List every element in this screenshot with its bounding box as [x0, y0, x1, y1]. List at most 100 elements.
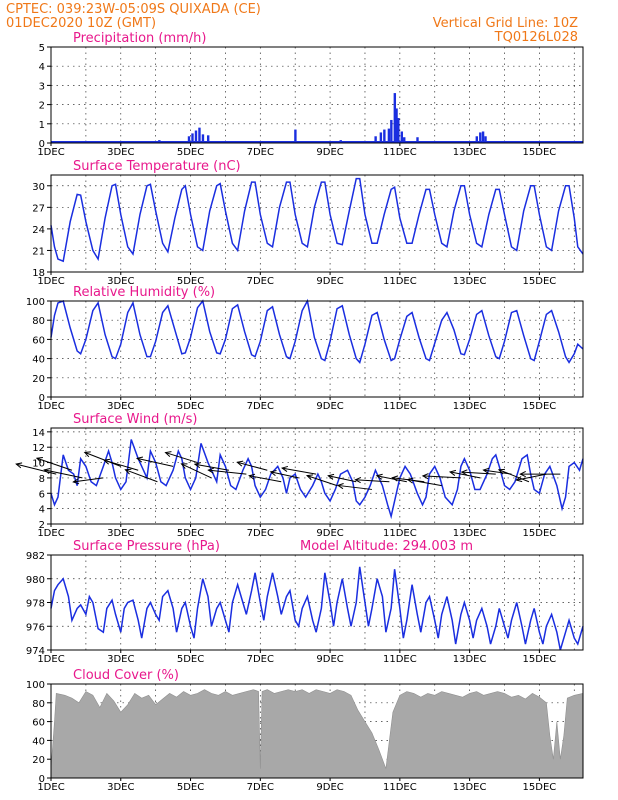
- panel-rh: 0 20 40 60 80 100 1DEC 3DEC 5DEC 7DEC 9DEC 11DEC 13D…: [26, 285, 584, 412]
- wind-arrow: [207, 467, 247, 475]
- x-tick-label: 1DEC: [37, 147, 64, 158]
- x-tick-label: 3DEC: [107, 147, 134, 158]
- wind-arrow: [180, 463, 212, 479]
- panel-cloud: 0 20 40 60 80 100 1DEC 3DEC 5DEC 7DEC 9DEC 11DEC 13D…: [26, 668, 584, 793]
- wind-arrow: [375, 473, 407, 483]
- y-tick-label: 24: [32, 225, 45, 236]
- x-tick-label: 7DEC: [247, 276, 274, 287]
- header-station: CPTEC: 039:23W-05:09S QUIXADA (CE): [6, 2, 261, 17]
- wind-arrow: [35, 457, 73, 471]
- x-tick-label: 9DEC: [316, 654, 343, 665]
- precip-bar: [479, 132, 482, 143]
- panel-title: Relative Humidity (%): [73, 285, 215, 300]
- wind-arrow: [124, 468, 158, 483]
- wind-arrow-shaft: [306, 475, 338, 487]
- y-tick-label: 80: [32, 316, 45, 327]
- x-tick-label: 1DEC: [37, 528, 64, 539]
- panel-title: Surface Temperature (nC): [73, 159, 241, 174]
- precip-bar: [416, 137, 419, 143]
- pres-series-line: [50, 566, 584, 651]
- y-tick-label: 14: [32, 428, 45, 439]
- wind-arrow: [135, 456, 174, 467]
- x-tick-label: 7DEC: [247, 401, 274, 412]
- wind-arrow-head: [391, 475, 399, 482]
- wind-arrow-head: [421, 473, 429, 480]
- wind-arrow: [515, 473, 547, 483]
- wind-arrow-head: [327, 473, 335, 480]
- wind-arrow-head: [482, 467, 490, 474]
- wind-arrow-shaft: [36, 457, 73, 471]
- y-tick-label: 982: [26, 551, 45, 562]
- wind-arrow-shaft: [449, 471, 481, 479]
- wind-arrow-shaft: [249, 475, 282, 483]
- panel-frame: [50, 174, 584, 273]
- y-tick-label: 60: [32, 335, 45, 346]
- x-tick-label: 5DEC: [177, 528, 204, 539]
- wind-arrow-shaft: [44, 469, 83, 479]
- x-tick-label: 5DEC: [177, 654, 204, 665]
- temp-series-line: [50, 177, 584, 263]
- y-tick-label: 4: [39, 62, 45, 73]
- wind-arrow-shaft: [498, 469, 530, 483]
- wind-arrow-head: [519, 471, 526, 478]
- x-tick-label: 3DEC: [107, 401, 134, 412]
- wind-arrow-shaft: [376, 475, 407, 483]
- precip-bar: [201, 134, 205, 143]
- y-tick-label: 980: [26, 575, 45, 586]
- wind-arrow-shaft: [270, 471, 299, 479]
- x-tick-label: 7DEC: [247, 782, 274, 793]
- wind-arrow-head: [448, 469, 457, 476]
- precip-bar: [403, 137, 406, 143]
- y-tick-label: 80: [32, 699, 45, 710]
- panel-pres: 974 976 978 980 982 1DEC 3DEC 5DEC 7DEC 9DEC 11DEC…: [26, 539, 584, 665]
- y-tick-label: 100: [26, 680, 45, 691]
- wind-arrow: [421, 473, 461, 480]
- x-tick-label: 1DEC: [37, 782, 64, 793]
- x-tick-label: 13DEC: [453, 276, 487, 287]
- precip-bar: [393, 93, 397, 143]
- y-tick-label: 100: [26, 297, 45, 308]
- x-tick-label: 15DEC: [523, 528, 557, 539]
- panel-title: Surface Pressure (hPa): [73, 539, 220, 554]
- wind-arrow-head: [124, 468, 132, 475]
- y-tick-label: 2: [39, 101, 45, 112]
- panel-frame: [50, 300, 584, 398]
- wind-arrow-head: [35, 457, 43, 463]
- precip-bar: [194, 130, 198, 143]
- wind-arrow-head: [207, 467, 215, 474]
- precip-bar: [191, 133, 194, 143]
- wind-arrow: [391, 475, 425, 483]
- y-tick-label: 18: [32, 268, 45, 279]
- header-datetime: 01DEC2020 10Z (GMT): [6, 16, 156, 31]
- x-tick-label: 15DEC: [523, 654, 557, 665]
- panel-wind: 2 4 6 8 10 12 14 1DEC 3DEC 5DEC 7DEC 9DEC 11DEC 13DEC…: [15, 412, 584, 539]
- x-tick-label: 13DEC: [453, 654, 487, 665]
- wind-arrow-shaft: [337, 484, 373, 490]
- y-tick-label: 20: [32, 755, 45, 766]
- x-tick-label: 11DEC: [383, 147, 417, 158]
- wind-arrow-head: [280, 465, 289, 472]
- panel-precip: 0 1 2 3 4 5 1DEC 3DEC 5DEC 7DEC 9DEC 11DEC 13DEC 15DE…: [37, 31, 584, 158]
- x-tick-label: 7DEC: [247, 147, 274, 158]
- x-tick-label: 9DEC: [316, 528, 343, 539]
- header-model-code: TQ0126L028: [494, 30, 578, 45]
- precip-bar: [390, 119, 393, 143]
- x-tick-label: 7DEC: [247, 654, 274, 665]
- wind-arrow-shaft: [136, 457, 174, 467]
- wind-arrow: [497, 468, 530, 483]
- x-tick-label: 1DEC: [37, 654, 64, 665]
- wind-arrow: [448, 469, 481, 479]
- precip-bar: [387, 128, 391, 143]
- x-tick-label: 11DEC: [383, 276, 417, 287]
- precip-bar: [383, 129, 386, 143]
- panel-title: Precipitation (mm/h): [73, 31, 206, 46]
- wind-arrow-head: [236, 460, 244, 467]
- wind-arrow-head: [193, 462, 201, 469]
- wind-arrow: [103, 458, 139, 471]
- panel-title: Surface Wind (m/s): [73, 412, 197, 427]
- x-tick-label: 9DEC: [316, 401, 343, 412]
- x-tick-label: 7DEC: [247, 528, 274, 539]
- wind-arrow-shaft: [461, 471, 496, 475]
- panel-frame: [50, 427, 584, 525]
